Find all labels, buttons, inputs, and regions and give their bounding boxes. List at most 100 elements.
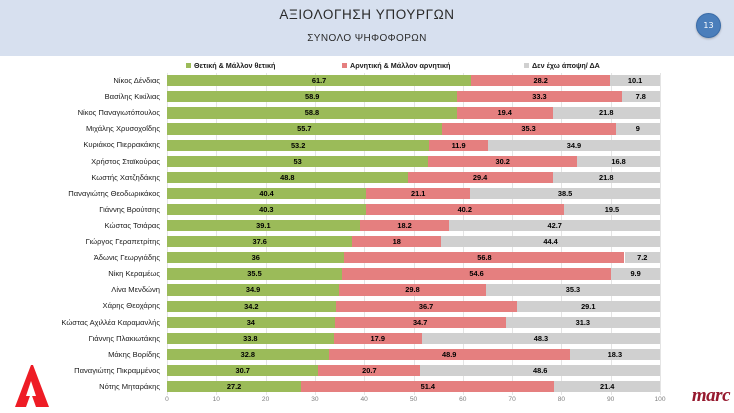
bar-segment-pos[interactable]: 30.7 [167,364,319,377]
gridline [216,73,218,395]
minister-name-label: Μάκης Βορίδης [108,349,160,359]
bar-segment-neg[interactable]: 29.4 [407,171,553,183]
bar-segment-na[interactable]: 34.9 [487,139,660,151]
bar-segment-pos[interactable]: 34.9 [167,284,340,296]
bar-segment-na[interactable]: 29.1 [516,300,660,312]
x-axis-tick: 30 [311,396,319,403]
bar-segment-neg[interactable]: 29.8 [339,284,486,296]
x-axis-tick: 50 [409,396,418,403]
stacked-bar: 58.8 19.4 21.8 [167,107,660,119]
minister-name-label: Κωστής Χατζηδάκης [91,172,160,182]
chart-row: Νίκος Παναγιωτόπουλος 58.8 19.4 21.8 [0,105,734,121]
stacked-bar: 33.8 17.9 48.3 [167,332,660,344]
bar-segment-na[interactable]: 42.7 [449,220,660,232]
bar-segment-na[interactable]: 9 [615,123,660,135]
bar-segment-neg[interactable]: 36.7 [335,300,517,312]
bar-segment-na[interactable]: 21.8 [552,171,660,183]
bar-segment-neg[interactable]: 19.4 [456,107,553,119]
chart-row: Κυριάκος Πιερρακάκης 53.2 11.9 34.9 [0,137,734,153]
legend-item-2: Δεν έχω άποψη/ ΔΑ [524,61,600,70]
bar-segment-na[interactable]: 7.2 [624,252,660,264]
bar-segment-pos[interactable]: 55.7 [167,123,442,135]
stacked-bar: 36 56.8 7.2 [167,252,660,264]
stacked-bar: 53 30.2 16.8 [167,155,660,167]
bar-segment-na[interactable]: 44.4 [441,236,660,248]
bar-segment-pos[interactable]: 37.6 [167,236,353,248]
x-axis-tick: 40 [360,396,368,403]
bar-segment-pos[interactable]: 58.9 [167,91,458,103]
gridline [610,73,612,395]
legend-label: Αρνητική & Μάλλον αρνητική [350,60,451,70]
bar-segment-neg[interactable]: 54.6 [342,268,612,280]
bar-segment-neg[interactable]: 20.7 [318,364,421,377]
chart-row: Χάρης Θεοχάρης 34.2 36.7 29.1 [0,298,734,314]
chart-row: Λίνα Μενδώνη 34.9 29.8 35.3 [0,282,734,298]
bar-segment-na[interactable]: 31.3 [505,316,660,328]
bar-segment-na[interactable]: 7.8 [621,91,660,103]
stacked-bar: 40.3 40.2 19.5 [167,203,660,216]
bar-segment-pos[interactable]: 39.1 [167,220,360,232]
bar-segment-pos[interactable]: 48.8 [167,171,408,183]
bar-segment-neg[interactable]: 17.9 [333,332,422,344]
bar-segment-pos[interactable]: 53 [167,155,429,167]
bar-segment-pos[interactable]: 35.5 [167,268,342,280]
bar-segment-pos[interactable]: 34 [167,316,335,328]
bar-segment-pos[interactable]: 36 [167,252,345,264]
gridline [561,73,563,395]
bar-segment-pos[interactable]: 33.8 [167,332,334,344]
bar-segment-pos[interactable]: 58.8 [167,107,457,119]
chart-row: Βασίλης Κικίλιας 58.9 33.3 7.8 [0,89,734,105]
stacked-bar: 30.7 20.7 48.6 [167,364,660,377]
legend-swatch-icon [524,62,529,68]
gridline [314,73,316,395]
chart-row: Παναγιώτης Πικραμμένος 30.7 20.7 48.6 [0,363,734,379]
bar-segment-pos[interactable]: 34.2 [167,300,336,312]
minister-name-label: Νίκη Κεραμέως [108,269,160,279]
bar-segment-neg[interactable]: 11.9 [429,139,488,151]
minister-name-label: Κυριάκος Πιερρακάκης [83,140,160,150]
bar-segment-pos[interactable]: 61.7 [167,75,472,87]
bar-segment-neg[interactable]: 18.2 [359,220,450,232]
bar-segment-na[interactable]: 38.5 [470,187,660,200]
bar-segment-neg[interactable]: 28.2 [471,75,611,87]
bar-segment-neg[interactable]: 33.3 [457,91,622,103]
bar-segment-na[interactable]: 35.3 [485,284,660,296]
stacked-bar: 37.6 18 44.4 [167,236,660,248]
bar-segment-na[interactable]: 9.9 [611,268,660,280]
x-axis-tick: 70 [508,396,516,403]
bar-segment-pos[interactable]: 27.2 [167,381,302,393]
bar-segment-pos[interactable]: 32.8 [167,348,329,361]
bar-segment-na[interactable]: 48.3 [421,332,660,344]
stacked-bar: 32.8 48.9 18.3 [167,348,660,361]
bar-segment-neg[interactable]: 34.7 [334,316,506,328]
bar-segment-na[interactable]: 48.6 [420,364,660,377]
bar-segment-neg[interactable]: 35.3 [441,123,616,135]
bar-segment-na[interactable]: 21.4 [554,381,660,393]
stacked-bar: 61.7 28.2 10.1 [167,75,660,87]
bar-segment-pos[interactable]: 53.2 [167,139,430,151]
stacked-bar: 40.4 21.1 38.5 [167,187,660,200]
page-subtitle: ΣΥΝΟΛΟ ΨΗΦΟΦΟΡΩΝ [307,33,427,44]
bar-segment-neg[interactable]: 21.1 [366,187,471,200]
bar-segment-neg[interactable]: 30.2 [428,155,578,167]
bar-segment-pos[interactable]: 40.4 [167,187,367,200]
chart-row: Νότης Μηταράκης 27.2 51.4 21.4 [0,379,734,395]
bar-segment-neg[interactable]: 48.9 [328,348,570,361]
bar-segment-neg[interactable]: 56.8 [344,252,625,264]
bar-segment-na[interactable]: 16.8 [577,155,660,167]
bar-segment-na[interactable]: 21.8 [552,107,660,119]
chart-row: Κωστής Χατζηδάκης 48.8 29.4 21.8 [0,170,734,186]
bar-segment-pos[interactable]: 40.3 [167,203,366,216]
gridline [364,73,366,395]
bar-segment-na[interactable]: 18.3 [569,348,660,361]
minister-name-label: Γιώργος Γεραπετρίτης [85,237,160,246]
bar-segment-neg[interactable]: 51.4 [301,381,555,393]
chart-row: Μάκης Βορίδης 32.8 48.9 18.3 [0,347,734,363]
bar-segment-na[interactable]: 10.1 [610,75,660,87]
minister-name-label: Κώστας Τσιάρας [104,220,160,230]
bar-segment-na[interactable]: 19.5 [563,203,660,216]
stacked-bar: 27.2 51.4 21.4 [167,381,660,393]
bar-segment-neg[interactable]: 18 [352,236,442,248]
bar-segment-neg[interactable]: 40.2 [365,203,564,216]
x-axis-tick: 10 [212,396,220,403]
